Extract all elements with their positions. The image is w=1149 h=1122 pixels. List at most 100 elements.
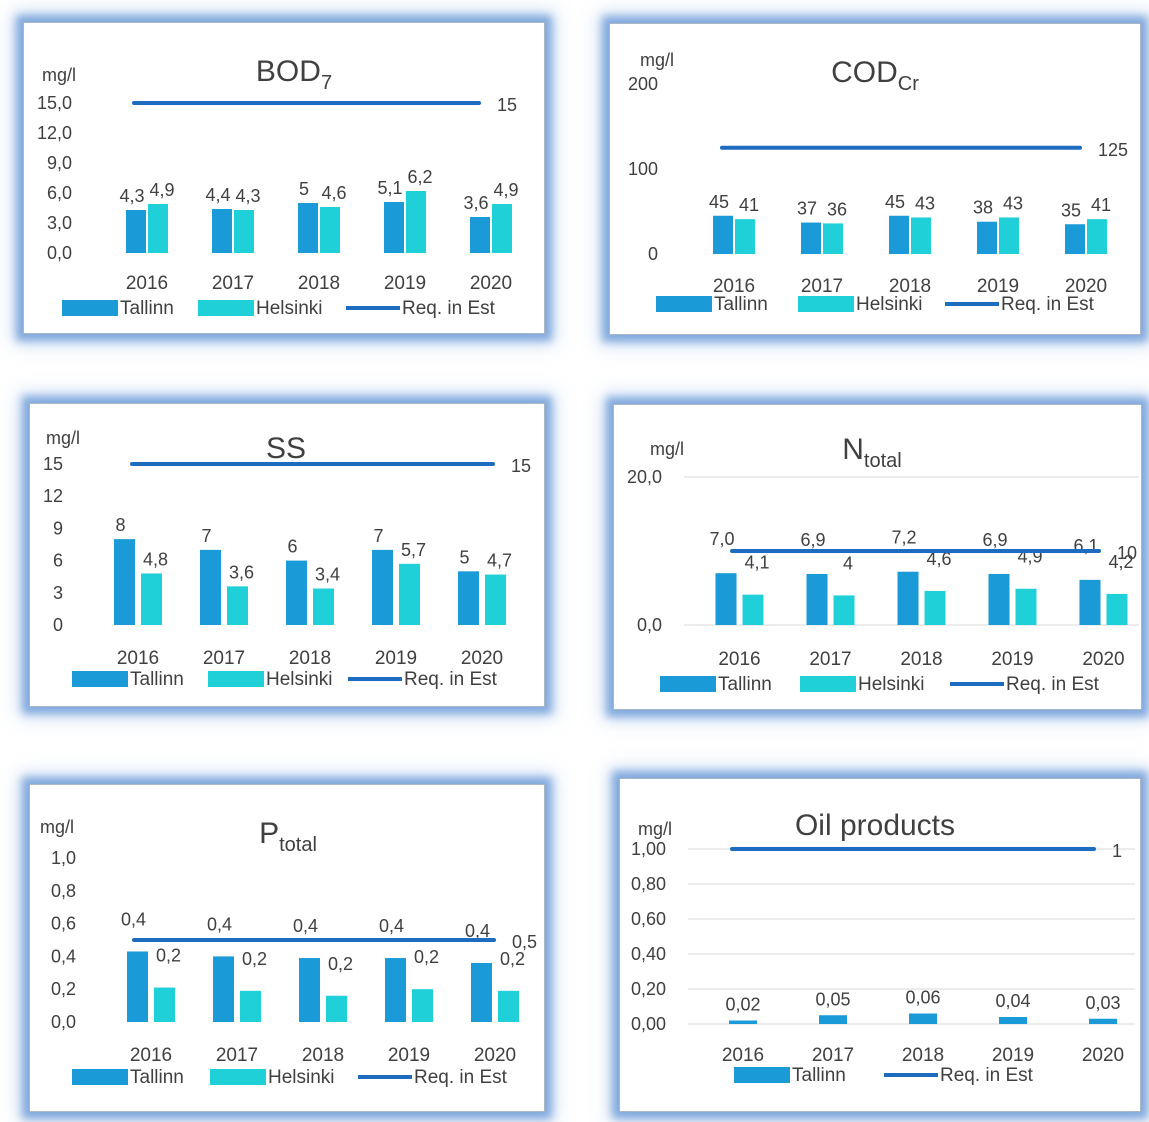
bar-helsinki — [234, 210, 254, 253]
bar-tallinn — [213, 956, 234, 1022]
data-label-tallinn: 6,9 — [982, 530, 1007, 550]
y-tick-label: 0,40 — [631, 944, 666, 964]
legend-swatch-helsinki — [800, 676, 856, 692]
x-tick-label: 2017 — [809, 649, 851, 670]
chart-panel-bod7: 0,0 3,0 6,0 9,0 12,0 15,0 mg/l BOD7 4,3 4,9 2016 4,… — [23, 22, 545, 334]
bar-helsinki — [1087, 219, 1107, 254]
x-tick-label: 2018 — [900, 649, 942, 670]
data-label-helsinki: 4,6 — [321, 183, 346, 203]
bar-tallinn — [385, 958, 406, 1022]
bar-tallinn — [458, 571, 479, 625]
bar-helsinki — [313, 588, 334, 625]
data-label-helsinki: 0,2 — [156, 946, 181, 966]
chart-panel-oil-products: 0,00 0,20 0,40 0,60 0,80 1,00 mg/l Oil products… — [619, 778, 1141, 1112]
data-label-helsinki: 4,9 — [149, 180, 174, 200]
data-label-tallinn: 37 — [797, 199, 817, 219]
legend-swatch-tallinn — [656, 296, 712, 312]
chart-panel-ntotal: 0,0 20,0 mg/l Ntotal 7,0 4,1 2016 6,9 4 2017 7,2 4,… — [613, 404, 1142, 710]
y-tick-label: 1,0 — [51, 848, 76, 868]
bar-helsinki — [833, 595, 855, 625]
data-label-tallinn: 0,06 — [905, 988, 940, 1008]
data-label-helsinki: 0,2 — [500, 949, 525, 969]
bar-tallinn — [299, 958, 320, 1022]
legend-swatch-helsinki — [798, 296, 854, 312]
chart-title: BOD7 — [256, 55, 332, 94]
data-label-helsinki: 4,3 — [235, 186, 260, 206]
y-tick-label: 9,0 — [47, 153, 72, 173]
legend-swatch-helsinki — [208, 671, 264, 687]
legend-label: Helsinki — [256, 298, 323, 319]
y-tick-label: 0,0 — [47, 243, 72, 263]
x-tick-label: 2017 — [212, 273, 254, 294]
legend-label: Helsinki — [268, 1067, 335, 1088]
requirement-value-label: 125 — [1098, 140, 1128, 160]
data-label-helsinki: 43 — [1003, 193, 1023, 213]
bar-helsinki — [999, 217, 1019, 254]
bar-helsinki — [148, 204, 168, 253]
data-label-tallinn: 3,6 — [463, 193, 488, 213]
x-tick-label: 2017 — [801, 276, 843, 297]
bar-helsinki — [240, 990, 261, 1022]
data-label-tallinn: 7 — [373, 526, 383, 546]
data-label-tallinn: 0,4 — [465, 921, 490, 941]
chart-title: Ntotal — [842, 433, 901, 472]
unit-label: mg/l — [46, 428, 80, 448]
x-tick-label: 2016 — [126, 273, 168, 294]
bar-helsinki — [326, 995, 347, 1022]
x-tick-label: 2019 — [384, 273, 426, 294]
y-tick-label: 1,00 — [631, 839, 666, 859]
x-tick-label: 2019 — [388, 1045, 430, 1066]
bar-tallinn — [819, 1015, 847, 1024]
x-tick-label: 2016 — [718, 649, 760, 670]
requirement-value-label: 1 — [1112, 841, 1122, 861]
y-tick-label: 0,4 — [51, 946, 76, 966]
chart-ptotal: 0,0 0,2 0,4 0,6 0,8 1,0 mg/l Ptotal 0,4 0,2 2016 0,… — [40, 817, 537, 1088]
bar-helsinki — [320, 207, 340, 253]
bar-tallinn — [801, 222, 821, 254]
x-tick-label: 2016 — [130, 1045, 172, 1066]
data-label-tallinn: 8 — [115, 515, 125, 535]
bar-helsinki — [911, 217, 931, 254]
legend-swatch-tallinn — [734, 1067, 790, 1083]
bar-tallinn — [298, 203, 318, 253]
data-label-helsinki: 5,7 — [401, 540, 426, 560]
chart-title: Ptotal — [259, 817, 317, 856]
x-tick-label: 2017 — [216, 1045, 258, 1066]
y-tick-label: 9 — [53, 518, 63, 538]
bar-helsinki — [154, 987, 175, 1022]
bar-helsinki — [924, 590, 946, 625]
bar-tallinn — [114, 539, 135, 625]
data-label-tallinn: 0,03 — [1085, 993, 1120, 1013]
bar-tallinn — [806, 573, 828, 625]
bar-helsinki — [1106, 593, 1128, 625]
chart-title-main: SS — [266, 432, 306, 465]
legend-swatch-helsinki — [198, 300, 254, 316]
legend-swatch-tallinn — [72, 671, 128, 687]
data-label-helsinki: 4,9 — [493, 180, 518, 200]
y-tick-label: 0,0 — [51, 1012, 76, 1032]
x-tick-label: 2020 — [470, 273, 512, 294]
data-label-tallinn: 5 — [459, 547, 469, 567]
x-tick-label: 2020 — [474, 1045, 516, 1066]
data-label-helsinki: 43 — [915, 193, 935, 213]
data-label-tallinn: 6,9 — [800, 530, 825, 550]
bar-helsinki — [412, 989, 433, 1022]
data-label-tallinn: 5 — [299, 179, 309, 199]
data-label-tallinn: 35 — [1061, 200, 1081, 220]
y-tick-label: 100 — [628, 159, 658, 179]
data-label-tallinn: 7,2 — [891, 528, 916, 548]
data-label-helsinki: 41 — [1091, 195, 1111, 215]
y-tick-label: 6 — [53, 551, 63, 571]
legend-label: Tallinn — [714, 294, 768, 315]
bar-tallinn — [715, 573, 737, 625]
requirement-value-label: 10 — [1117, 543, 1137, 563]
y-tick-label: 0,8 — [51, 881, 76, 901]
chart-codcr: 0 100 200 mg/l CODCr 45 41 2016 37 36 2017 45 43 2018… — [628, 50, 1128, 315]
legend-label: Helsinki — [858, 674, 925, 695]
legend-swatch-helsinki — [210, 1069, 266, 1085]
x-tick-label: 2020 — [461, 648, 503, 669]
x-tick-label: 2018 — [302, 1045, 344, 1066]
